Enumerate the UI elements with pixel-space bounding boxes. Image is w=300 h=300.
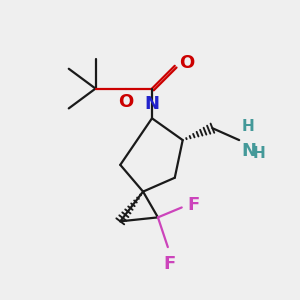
Text: N: N — [241, 142, 256, 160]
Text: F: F — [164, 255, 176, 273]
Text: F: F — [188, 196, 200, 214]
Text: O: O — [179, 54, 194, 72]
Text: H: H — [253, 146, 266, 161]
Text: N: N — [145, 95, 160, 113]
Text: H: H — [241, 119, 254, 134]
Text: O: O — [118, 92, 134, 110]
